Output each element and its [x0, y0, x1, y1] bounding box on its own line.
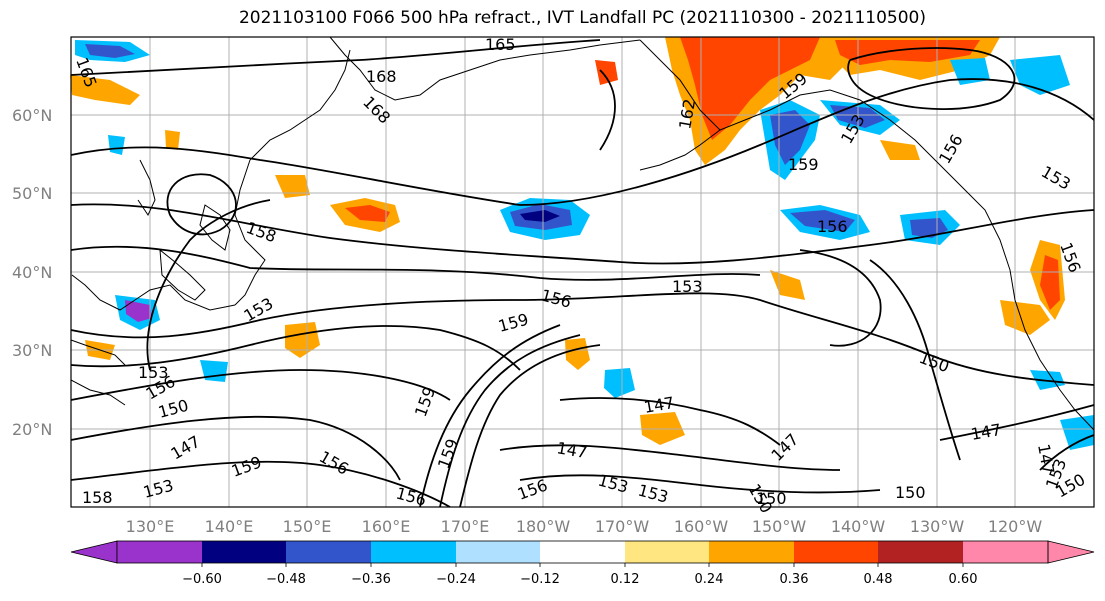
- lon-label: 160°W: [674, 517, 729, 536]
- contour-lines: [70, 39, 1095, 508]
- lon-label: 160°E: [362, 517, 411, 536]
- colorbar-swatch: [625, 541, 709, 563]
- contour-label: 165: [485, 35, 516, 54]
- contour-label: 153: [138, 363, 169, 382]
- lat-label: 20°N: [12, 420, 52, 439]
- colorbar-swatch: [456, 541, 540, 563]
- graticule: [71, 37, 1094, 507]
- colorbar-tick: 0.60: [949, 572, 978, 587]
- map-frame: [70, 36, 1095, 508]
- colorbar: −0.60 −0.48 −0.36 −0.24 −0.12 0.12 0.24 …: [70, 540, 1095, 587]
- colorbar-swatch: [963, 541, 1048, 563]
- colorbar-extend-high: [1047, 540, 1095, 564]
- lat-label: 50°N: [12, 184, 52, 203]
- colorbar-swatch: [286, 541, 371, 563]
- lat-label: 60°N: [12, 106, 52, 125]
- contour-label: 153: [672, 277, 703, 296]
- colorbar-swatch: [202, 541, 286, 563]
- colorbar-tick: −0.48: [266, 572, 306, 587]
- colorbar-swatch: [878, 541, 963, 563]
- colorbar-tick: −0.36: [351, 572, 391, 587]
- lat-label: 40°N: [12, 263, 52, 282]
- contour-label: 156: [817, 217, 848, 236]
- colorbar-tick: 0.12: [611, 572, 640, 587]
- latitude-labels: 60°N 50°N 40°N 30°N 20°N: [12, 106, 52, 439]
- lon-label: 170°E: [441, 517, 490, 536]
- contour-label: 150: [756, 489, 787, 508]
- lon-label: 130°E: [126, 517, 175, 536]
- colorbar-swatch: [709, 541, 794, 563]
- colorbar-swatch: [540, 541, 625, 563]
- colorbar-extend-low: [70, 540, 118, 564]
- lon-label: 150°E: [283, 517, 332, 536]
- lon-label: 180°W: [516, 517, 571, 536]
- contour-label: 159: [788, 155, 819, 174]
- colorbar-tick: 0.48: [864, 572, 893, 587]
- colorbar-tick: −0.12: [520, 572, 560, 587]
- colorbar-outline: [116, 540, 1049, 564]
- map-title: 2021103100 F066 500 hPa refract., IVT La…: [238, 8, 926, 28]
- colorbar-tick: −0.60: [182, 572, 222, 587]
- longitude-labels: 130°E 140°E 150°E 160°E 170°E 180°W 170°…: [126, 517, 1043, 536]
- lat-label: 30°N: [12, 341, 52, 360]
- colorbar-swatch: [371, 541, 456, 563]
- lon-label: 130°W: [910, 517, 965, 536]
- colorbar-swatch: [117, 541, 202, 563]
- lon-label: 140°E: [205, 517, 254, 536]
- colorbar-swatch: [794, 541, 878, 563]
- lon-label: 150°W: [752, 517, 807, 536]
- contour-label: 150: [895, 483, 926, 502]
- colorbar-tick: 0.36: [780, 572, 809, 587]
- lon-label: 170°W: [595, 517, 650, 536]
- colorbar-tick: 0.24: [695, 572, 724, 587]
- contour-label: 168: [366, 67, 397, 86]
- contour-label: 158: [82, 488, 113, 507]
- coastlines: [70, 36, 1095, 431]
- lon-label: 120°W: [988, 517, 1043, 536]
- lon-label: 140°W: [831, 517, 886, 536]
- colorbar-tick: −0.24: [436, 572, 476, 587]
